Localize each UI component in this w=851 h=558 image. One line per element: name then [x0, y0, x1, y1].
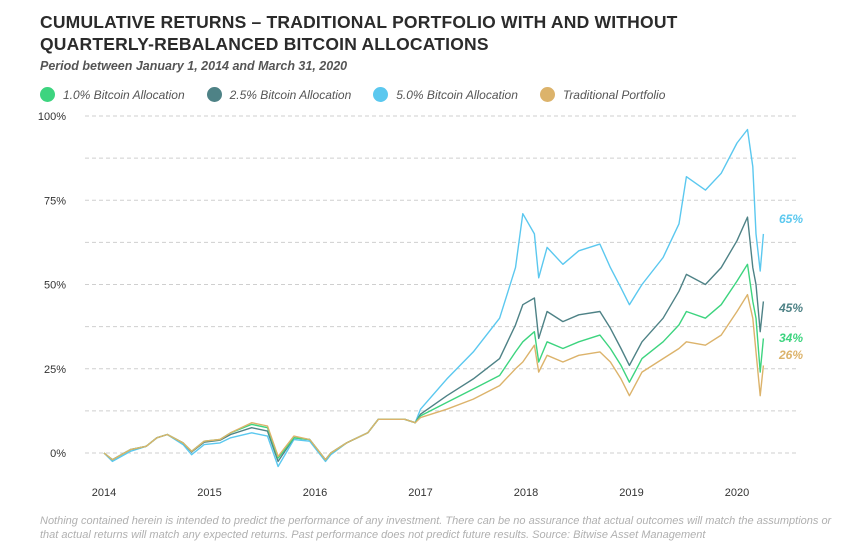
footnote: Nothing contained herein is intended to …	[40, 515, 832, 541]
end-value-label: 34%	[779, 331, 803, 345]
legend-label: 5.0% Bitcoin Allocation	[396, 87, 518, 102]
x-tick-label: 2016	[303, 487, 327, 499]
legend-swatch	[539, 87, 555, 102]
legend-swatch	[40, 87, 55, 102]
chart-title: CUMULATIVE RETURNS – TRADITIONAL PORTFOL…	[40, 11, 678, 55]
end-value-label: 65%	[779, 212, 803, 226]
y-tick-label: 25%	[44, 364, 66, 376]
y-tick-label: 50%	[44, 280, 66, 292]
x-tick-label: 2018	[514, 487, 538, 499]
legend-label: Traditional Portfolio	[562, 87, 666, 102]
legend: 1.0% Bitcoin Allocation 2.5% Bitcoin Allo…	[40, 87, 687, 102]
title-line-2: QUARTERLY-REBALANCED BITCOIN ALLOCATIONS	[40, 34, 489, 54]
legend-item: 5.0% Bitcoin Allocation	[373, 87, 518, 102]
legend-swatch	[373, 87, 389, 102]
series-line	[103, 128, 765, 468]
end-value-label: 26%	[778, 348, 803, 362]
legend-label: 2.5% Bitcoin Allocation	[229, 87, 352, 102]
x-tick-label: 2019	[619, 487, 643, 499]
series-line	[103, 263, 765, 461]
x-tick-label: 2017	[408, 487, 432, 499]
legend-item: 1.0% Bitcoin Allocation	[40, 87, 185, 102]
series-line	[103, 216, 765, 463]
x-tick-label: 2015	[197, 487, 221, 499]
legend-item: Traditional Portfolio	[539, 87, 666, 102]
legend-item: 2.5% Bitcoin Allocation	[206, 87, 352, 102]
y-tick-label: 75%	[44, 195, 66, 207]
x-tick-label: 2020	[725, 487, 749, 499]
title-line-1: CUMULATIVE RETURNS – TRADITIONAL PORTFOL…	[40, 12, 678, 32]
x-tick-label: 2014	[92, 487, 116, 499]
legend-swatch	[206, 87, 222, 102]
end-value-label: 45%	[778, 301, 803, 315]
legend-label: 1.0% Bitcoin Allocation	[63, 87, 185, 102]
y-tick-label: 0%	[50, 448, 66, 460]
y-tick-label: 100%	[38, 111, 66, 123]
chart-plot: 0% 25% 50% 75% 100% 2014 2015 2016 2017 2018 2019 2…	[38, 111, 803, 499]
series-line	[103, 293, 765, 461]
chart-subtitle: Period between January 1, 2014 and March…	[40, 59, 348, 73]
